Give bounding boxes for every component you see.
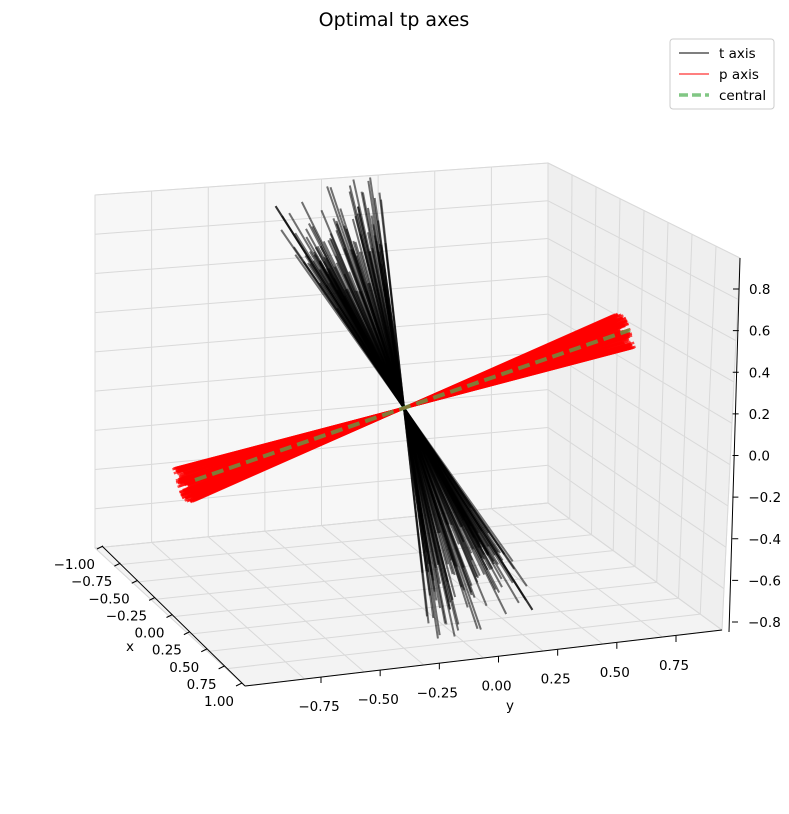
x-tick-label: 0.00 <box>134 626 164 642</box>
y-tick-label: 0.50 <box>600 665 630 681</box>
z-tick-label: 0.2 <box>749 407 770 423</box>
x-tick-mark <box>235 682 243 687</box>
x-tick-mark <box>201 648 208 653</box>
z-tick-label: −0.2 <box>748 490 781 506</box>
x-tick-mark <box>131 579 138 584</box>
grid-line <box>94 351 549 392</box>
legend-label-p: p axis <box>719 67 759 83</box>
x-tick-label: 1.00 <box>204 694 234 710</box>
y-axis-line <box>244 629 723 687</box>
chart-title: Optimal tp axes <box>319 9 470 31</box>
grid-line <box>94 275 549 314</box>
y-tick-label: −0.75 <box>298 699 339 715</box>
grid-line <box>94 389 549 431</box>
z-tick-label: 0.0 <box>749 449 770 465</box>
x-tick-label: −0.75 <box>71 574 112 590</box>
central-line <box>194 328 631 482</box>
x-axis-label: x <box>126 639 134 655</box>
central-dashed-line <box>194 328 631 482</box>
grid-line <box>94 313 549 353</box>
x-tick-mark <box>183 631 191 636</box>
x-tick-mark <box>114 562 121 567</box>
x-tick-label: −0.25 <box>106 608 147 624</box>
grid-line <box>591 186 597 535</box>
legend-label-t: t axis <box>719 46 756 62</box>
grid-line <box>721 257 741 631</box>
z-axis-line <box>728 257 741 633</box>
y-ticks: −0.75 −0.50 −0.25 0.00 0.25 0.50 0.75 <box>298 636 689 715</box>
grid-line <box>94 426 549 471</box>
z-tick-label: 0.6 <box>749 324 770 340</box>
x-tick-mark <box>218 665 225 670</box>
grid-line <box>656 222 669 583</box>
z-tick-label: −0.6 <box>748 573 781 589</box>
y-tick-label: 0.75 <box>659 658 689 674</box>
grid-line <box>207 536 365 673</box>
z-ticks: −0.8 −0.6 −0.4 −0.2 0.0 0.2 0.4 0.6 0.8 <box>732 282 781 631</box>
z-tick-label: 0.8 <box>749 282 770 298</box>
x-tick-mark <box>96 545 104 550</box>
grid-line <box>94 200 549 235</box>
x-tick-label: 0.75 <box>187 677 217 693</box>
z-tick-label: −0.4 <box>748 532 781 548</box>
grid-line <box>678 234 693 599</box>
legend: t axis p axis central <box>669 38 775 110</box>
x-axis-line <box>101 545 246 687</box>
grid-line <box>94 162 549 196</box>
x-tick-mark <box>166 614 173 618</box>
grid-line <box>634 210 645 567</box>
grid-line <box>491 508 663 638</box>
grid-line <box>151 542 305 680</box>
x-tick-label: −1.00 <box>54 557 95 573</box>
grid-line <box>612 198 621 551</box>
y-tick-label: −0.50 <box>357 692 398 708</box>
grid-line <box>264 530 425 666</box>
z-tick-label: 0.4 <box>749 365 770 381</box>
x-tick-label: −0.50 <box>88 591 129 607</box>
z-tick-label: −0.8 <box>748 615 781 631</box>
y-axis-label: y <box>506 698 514 714</box>
legend-label-central: central <box>719 88 766 104</box>
grid-line <box>321 525 484 659</box>
x-ticks: −1.00−0.75−0.50−0.25 0.000.250.500.751.00 <box>54 545 243 710</box>
y-tick-label: 0.00 <box>481 679 511 695</box>
x-tick-label: 0.25 <box>152 643 182 659</box>
x-tick-mark <box>148 596 156 601</box>
y-tick-label: −0.25 <box>417 685 458 701</box>
x-tick-label: 0.50 <box>169 660 199 676</box>
grid-line <box>699 246 717 615</box>
y-tick-label: 0.25 <box>541 672 571 688</box>
grid-line <box>94 464 549 510</box>
grid-line <box>94 547 246 687</box>
grid-line <box>547 502 723 631</box>
